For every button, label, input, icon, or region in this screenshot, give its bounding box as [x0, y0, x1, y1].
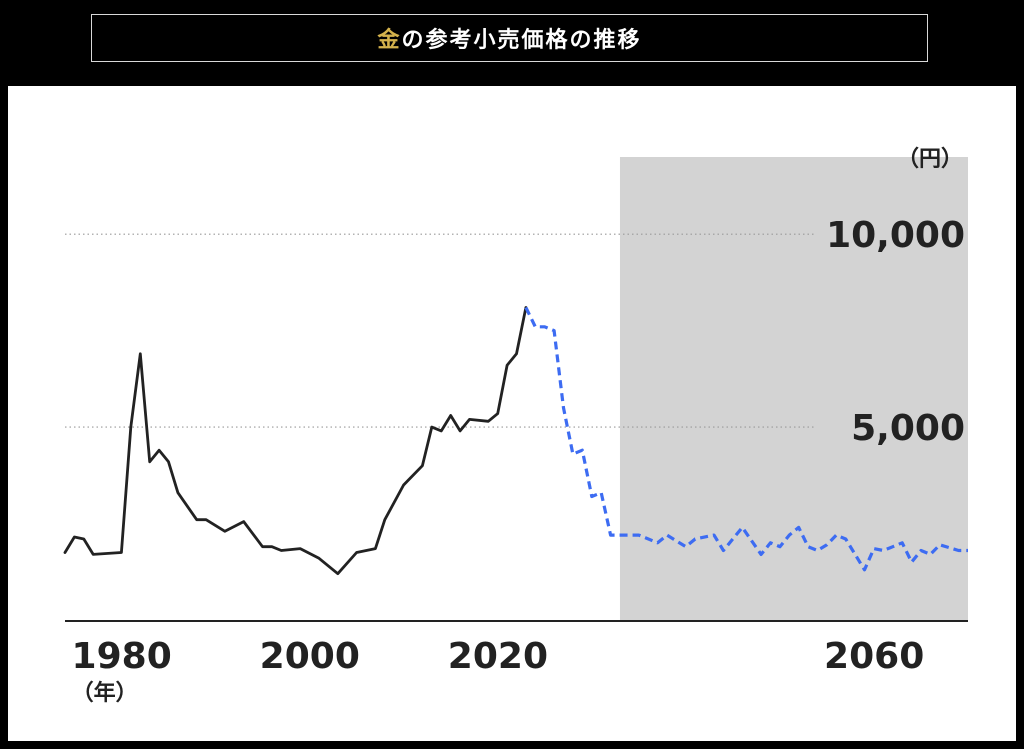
x-tick-label: 1980 [72, 636, 172, 677]
x-tick-label: 2000 [260, 636, 360, 677]
series-layer [63, 306, 968, 576]
forecast-series-line [524, 306, 968, 572]
y-tick-label: 10,000 [826, 215, 965, 256]
title-accent: 金 [377, 28, 402, 53]
x-tick-label: 2060 [824, 636, 924, 677]
chart-title: 金の参考小売価格の推移 [91, 14, 928, 62]
actual-series-line [63, 306, 528, 576]
title-rest: の参考小売価格の推移 [401, 28, 642, 53]
x-axis-unit-label: （年） [72, 680, 138, 706]
gridlines [65, 233, 815, 428]
y-axis-unit-label: （円） [897, 147, 963, 172]
tick-labels: 5,000 10,000 （円） 1980 2000 2020 2060 （年） [72, 147, 965, 706]
x-tick-label: 2020 [448, 636, 548, 677]
y-tick-label: 5,000 [851, 408, 965, 449]
